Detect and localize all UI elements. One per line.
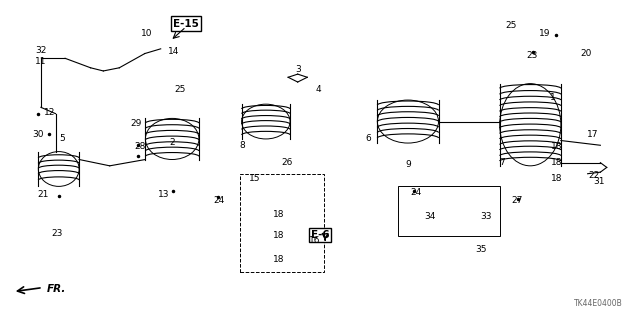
Ellipse shape: [145, 118, 199, 160]
Ellipse shape: [378, 100, 438, 143]
Text: 23: 23: [526, 51, 537, 60]
Ellipse shape: [500, 84, 561, 166]
Ellipse shape: [38, 152, 79, 186]
Text: 5: 5: [59, 134, 65, 144]
Text: 10: 10: [141, 28, 152, 38]
Text: 35: 35: [475, 245, 486, 254]
Text: FR.: FR.: [47, 284, 67, 294]
Text: 19: 19: [538, 28, 550, 38]
Text: 9: 9: [405, 160, 411, 169]
Text: 6: 6: [365, 134, 371, 144]
Text: 16: 16: [309, 236, 321, 245]
Text: 18: 18: [551, 174, 563, 183]
Text: 23: 23: [52, 229, 63, 238]
Ellipse shape: [242, 104, 290, 139]
Text: 12: 12: [44, 108, 55, 116]
Text: 24: 24: [214, 196, 225, 205]
Bar: [397, 186, 500, 236]
Text: E-6: E-6: [310, 230, 330, 241]
Text: 2: 2: [170, 137, 175, 147]
Bar: [241, 174, 324, 272]
Text: 20: 20: [580, 49, 592, 58]
Text: 33: 33: [480, 212, 492, 221]
Text: 26: 26: [281, 158, 292, 167]
Text: 28: 28: [134, 142, 146, 151]
Text: 21: 21: [37, 190, 49, 199]
Text: 13: 13: [158, 190, 170, 199]
Text: 4: 4: [316, 85, 321, 94]
Text: 8: 8: [239, 141, 245, 150]
Text: 1: 1: [550, 93, 556, 102]
Text: 7: 7: [499, 158, 504, 167]
Text: 3: 3: [295, 65, 301, 74]
Text: 27: 27: [512, 196, 524, 205]
Text: 18: 18: [551, 142, 563, 151]
Text: 34: 34: [424, 212, 435, 221]
Text: 11: 11: [35, 57, 47, 66]
Text: 24: 24: [410, 188, 421, 197]
Text: TK44E0400B: TK44E0400B: [574, 299, 623, 308]
Text: 25: 25: [174, 85, 186, 94]
Text: E-15: E-15: [173, 19, 199, 28]
Text: 18: 18: [551, 158, 563, 167]
Text: 17: 17: [587, 130, 598, 139]
Text: 14: 14: [168, 48, 179, 56]
Text: 25: 25: [506, 21, 517, 30]
Text: 22: 22: [588, 171, 600, 180]
Text: 29: 29: [131, 119, 142, 128]
Text: 18: 18: [273, 231, 284, 240]
Text: 32: 32: [35, 46, 47, 55]
Text: 18: 18: [273, 210, 284, 219]
Text: 30: 30: [33, 130, 44, 139]
Text: 31: 31: [593, 177, 605, 186]
Text: 15: 15: [249, 174, 260, 183]
Text: 18: 18: [273, 255, 284, 263]
